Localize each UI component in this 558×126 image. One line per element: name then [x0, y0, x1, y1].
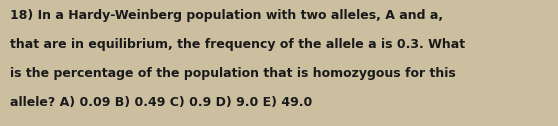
Text: that are in equilibrium, the frequency of the allele a is 0.3. What: that are in equilibrium, the frequency o…	[10, 38, 465, 51]
Text: is the percentage of the population that is homozygous for this: is the percentage of the population that…	[10, 67, 456, 80]
Text: 18) In a Hardy-Weinberg population with two alleles, A and a,: 18) In a Hardy-Weinberg population with …	[10, 9, 443, 22]
Text: allele? A) 0.09 B) 0.49 C) 0.9 D) 9.0 E) 49.0: allele? A) 0.09 B) 0.49 C) 0.9 D) 9.0 E)…	[10, 96, 312, 109]
